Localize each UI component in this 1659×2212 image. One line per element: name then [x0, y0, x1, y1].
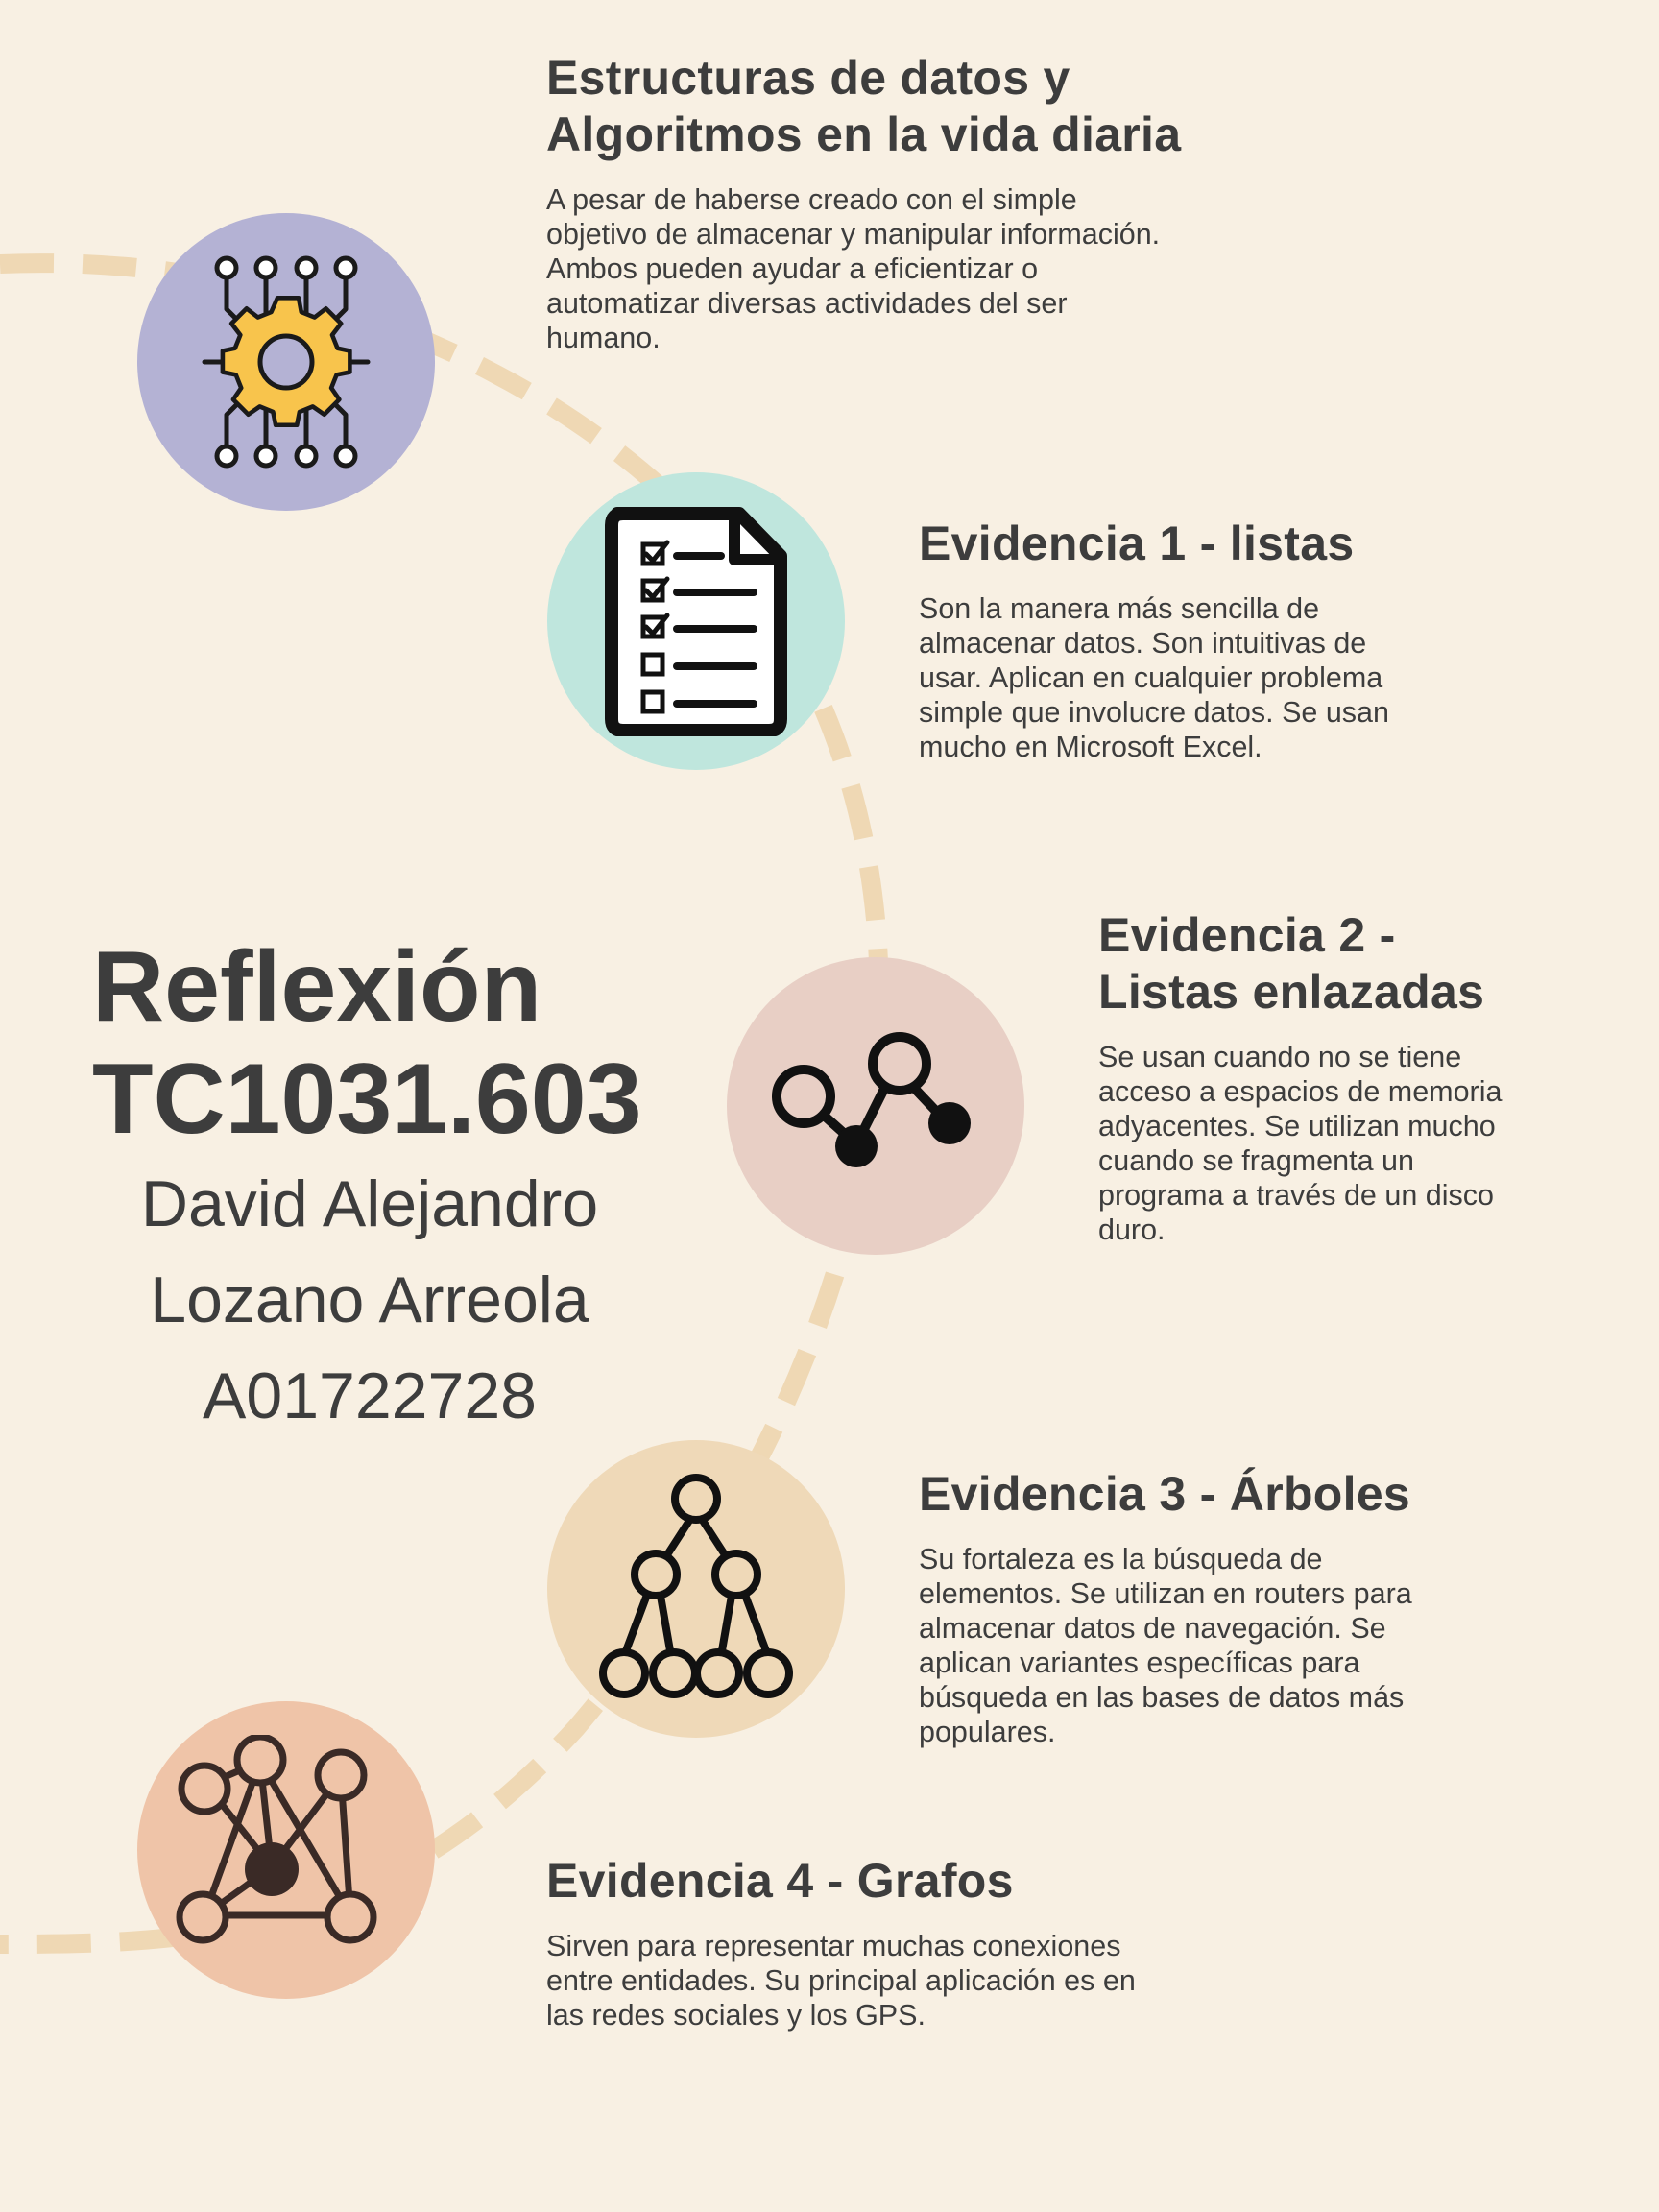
- evidence-2-title: Evidencia 2 - Listas enlazadas: [1098, 907, 1636, 1021]
- linked-nodes-icon: [772, 1032, 971, 1167]
- evidence-2-title-line2: Listas enlazadas: [1098, 965, 1485, 1019]
- hero-title-line1: Reflexión: [92, 931, 542, 1043]
- evidence-3-section: Evidencia 3 - Árboles Su fortaleza es la…: [919, 1466, 1456, 1749]
- evidence-1-body: Son la manera más sencilla de almacenar …: [919, 592, 1389, 763]
- hero-title-line2: TC1031.603: [92, 1044, 642, 1155]
- evidence-3-body: Su fortaleza es la búsqueda de elementos…: [919, 1543, 1412, 1748]
- student-id: A01722728: [203, 1359, 537, 1432]
- evidence-4-title: Evidencia 4 - Grafos: [546, 1854, 1014, 1908]
- author-name-line1: David Alejandro: [140, 1167, 599, 1240]
- evidence-4-section: Evidencia 4 - Grafos Sirven para represe…: [546, 1853, 1218, 2032]
- intro-title: Estructuras de datos y Algoritmos en la …: [546, 50, 1276, 163]
- graph-network-icon: [176, 1735, 377, 1944]
- circle-trees: [547, 1440, 845, 1738]
- intro-section: Estructuras de datos y Algoritmos en la …: [546, 50, 1276, 355]
- evidence-2-body: Se usan cuando no se tiene acceso a espa…: [1098, 1041, 1503, 1246]
- checklist-document-icon: [605, 507, 787, 736]
- intro-body: A pesar de haberse creado con el simple …: [546, 183, 1161, 354]
- author-name-line2: Lozano Arreola: [150, 1263, 589, 1336]
- intro-title-line2: Algoritmos en la vida diaria: [546, 108, 1182, 161]
- evidence-2-section: Evidencia 2 - Listas enlazadas Se usan c…: [1098, 907, 1636, 1247]
- evidence-3-title: Evidencia 3 - Árboles: [919, 1467, 1411, 1521]
- circle-lists: [547, 472, 845, 770]
- intro-title-line1: Estructuras de datos y: [546, 51, 1070, 105]
- circle-algorithms: [137, 213, 435, 511]
- circle-linked-lists: [727, 957, 1024, 1255]
- evidence-1-title: Evidencia 1 - listas: [919, 517, 1355, 570]
- evidence-1-section: Evidencia 1 - listas Son la manera más s…: [919, 516, 1399, 764]
- tree-icon: [599, 1474, 793, 1698]
- circle-graphs: [137, 1701, 435, 1999]
- gear-circuit-icon: [202, 255, 371, 469]
- evidence-4-body: Sirven para representar muchas conexione…: [546, 1930, 1136, 2032]
- hero-block: Reflexión TC1031.603 David Alejandro Loz…: [58, 931, 730, 1444]
- evidence-2-title-line1: Evidencia 2 -: [1098, 908, 1396, 962]
